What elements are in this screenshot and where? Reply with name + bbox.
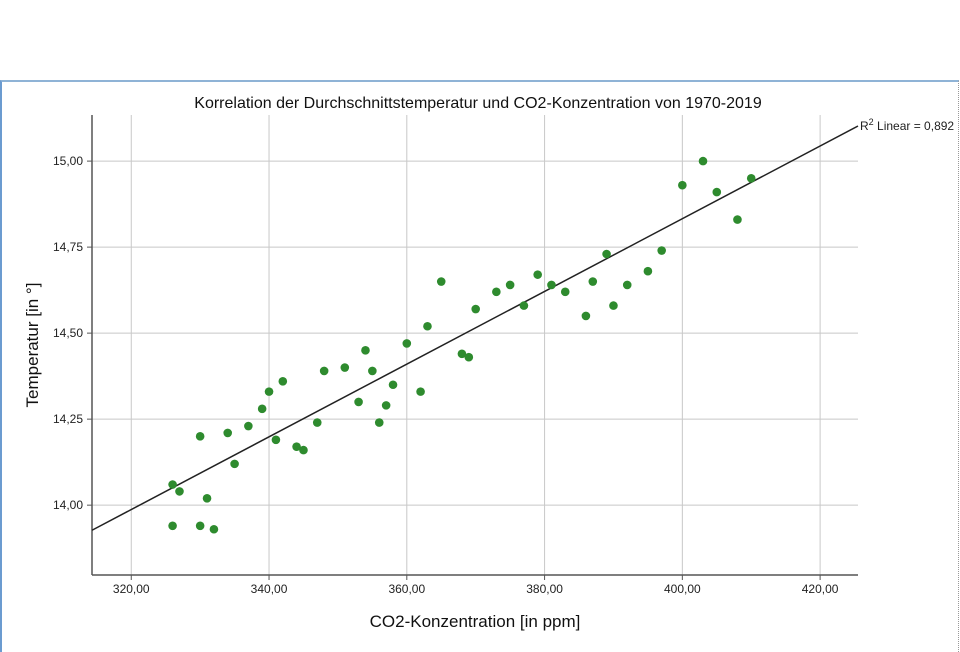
- x-tick-label: 320,00: [113, 582, 150, 596]
- regression-line: [91, 125, 859, 531]
- data-point: [492, 287, 501, 297]
- data-point: [402, 339, 412, 348]
- data-point: [230, 459, 239, 469]
- data-point: [244, 421, 253, 431]
- data-point: [340, 363, 350, 372]
- data-point: [712, 187, 722, 197]
- data-point: [533, 270, 542, 279]
- data-point: [264, 387, 274, 396]
- data-point: [657, 246, 666, 255]
- r2-annotation: R2 Linear = 0,892: [860, 117, 954, 133]
- data-point: [195, 432, 205, 441]
- data-point: [547, 280, 556, 290]
- data-point: [643, 266, 653, 276]
- data-point: [678, 180, 687, 190]
- data-point: [464, 352, 474, 362]
- data-point: [457, 349, 467, 359]
- chart-title: Korrelation der Durchschnittstemperatur …: [194, 95, 762, 112]
- data-point: [168, 521, 177, 531]
- x-tick-label: 400,00: [664, 582, 701, 596]
- x-axis-label: CO2-Konzentration [in ppm]: [370, 612, 581, 631]
- data-point: [471, 304, 480, 314]
- data-point: [560, 287, 570, 297]
- x-tick-label: 360,00: [388, 582, 425, 596]
- data-point: [505, 280, 515, 290]
- x-tick-label: 420,00: [802, 582, 839, 596]
- data-point: [175, 487, 184, 496]
- data-point: [312, 418, 322, 427]
- x-tick-label: 340,00: [251, 582, 288, 596]
- y-tick-label: 14,50: [53, 326, 83, 340]
- data-point: [278, 376, 288, 386]
- data-point: [416, 387, 425, 396]
- data-point: [423, 321, 432, 331]
- chart-frame: [0, 80, 959, 652]
- data-point: [698, 156, 708, 166]
- data-point: [223, 428, 233, 438]
- data-point: [746, 174, 756, 183]
- data-point: [168, 480, 177, 489]
- data-point: [299, 445, 308, 455]
- data-point: [257, 404, 267, 414]
- data-point: [609, 301, 618, 310]
- data-point: [374, 418, 384, 427]
- y-tick-label: 14,00: [53, 498, 83, 512]
- data-point: [622, 280, 632, 290]
- data-point: [381, 401, 391, 410]
- data-point: [733, 215, 742, 224]
- data-point: [202, 493, 212, 503]
- data-point: [195, 521, 205, 531]
- data-point: [292, 442, 301, 451]
- data-point: [581, 311, 591, 321]
- data-point: [271, 435, 281, 445]
- data-point: [368, 366, 377, 376]
- data-point: [436, 277, 446, 286]
- y-axis-label: Temperatur [in °]: [23, 283, 42, 408]
- data-point: [602, 249, 611, 259]
- data-point: [519, 301, 529, 310]
- y-tick-label: 15,00: [53, 154, 83, 168]
- data-point: [209, 524, 219, 534]
- data-point: [588, 277, 598, 286]
- data-point: [388, 380, 398, 390]
- data-point: [361, 346, 370, 355]
- data-point: [319, 366, 329, 376]
- data-point: [354, 397, 363, 407]
- y-tick-label: 14,75: [53, 240, 83, 254]
- y-tick-label: 14,25: [53, 412, 83, 426]
- x-tick-label: 380,00: [526, 582, 563, 596]
